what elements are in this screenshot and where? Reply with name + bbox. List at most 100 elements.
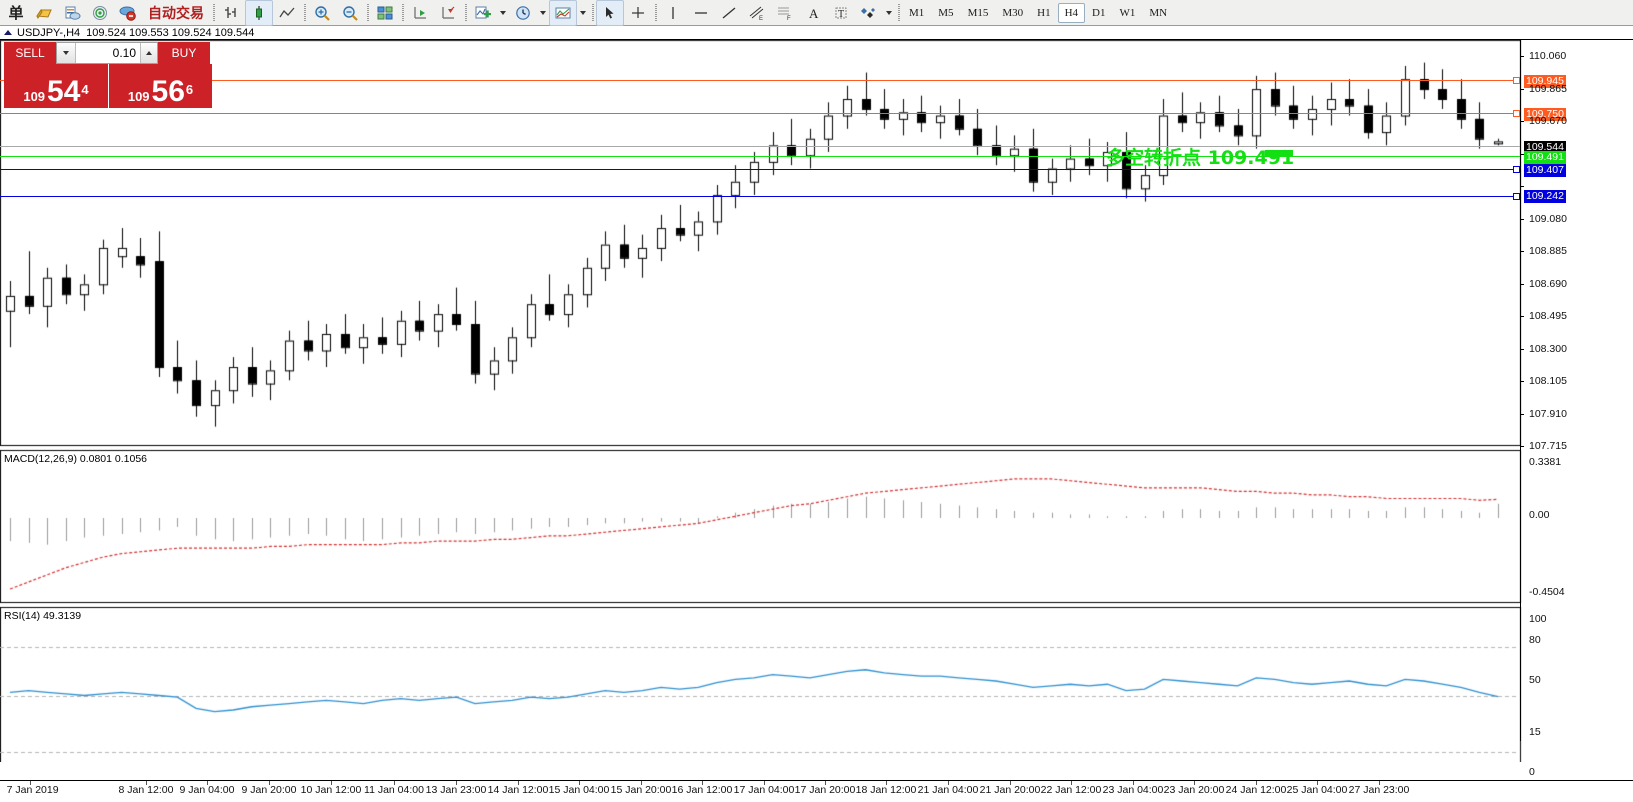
sell-button[interactable]: SELL [4,42,56,64]
tile-windows-icon[interactable] [371,0,399,26]
objects-dropdown-caret[interactable] [886,10,892,15]
zoom-in-icon[interactable] [308,0,336,26]
time-axis-label: 23 Jan 04:00 [1102,784,1164,796]
time-axis-label: 15 Jan 20:00 [610,784,672,796]
subwindow-axis-label: 0 [1529,766,1535,778]
text-label-icon[interactable]: T [827,0,855,26]
sell-price-display[interactable]: 109 54 4 [4,64,108,108]
price-tick [1520,316,1524,317]
rsi-header: RSI(14) 49.3139 [4,610,82,622]
chart-shift-icon[interactable] [434,0,462,26]
new-order-icon[interactable]: 单 [8,4,24,22]
order-line-109945[interactable] [0,80,1520,81]
history-dropdown-caret[interactable] [540,10,546,15]
lot-increment-icon[interactable] [140,43,157,63]
cursor-icon[interactable] [596,0,624,26]
chart-area[interactable]: USDJPY-,H4 109.524 109.553 109.524 109.5… [0,26,1633,796]
time-axis-label: 9 Jan 20:00 [241,784,297,796]
order-handle-109407[interactable] [1513,166,1520,173]
order-line-109242[interactable] [0,196,1520,197]
bar-chart-icon[interactable] [217,0,245,26]
price-tick [1520,251,1524,252]
svg-text:E: E [759,16,763,21]
autotrading-icon[interactable] [114,0,142,26]
crosshair-icon[interactable] [624,0,652,26]
price-axis-separator [1520,40,1521,741]
chart-annotation-text[interactable]: 多空转折点 109.491 [1106,147,1295,169]
trendline-icon[interactable] [715,0,743,26]
templates-dropdown-caret[interactable] [580,10,586,15]
zoom-out-icon[interactable] [336,0,364,26]
time-axis-label: 17 Jan 04:00 [733,784,795,796]
price-axis-label: 108.495 [1529,310,1567,322]
buy-price-display[interactable]: 109 56 6 [108,64,212,108]
subwindow-axis-label: 0.3381 [1529,456,1562,468]
order-handle-109750[interactable] [1513,110,1520,117]
price-axis-label: 107.910 [1529,407,1567,420]
price-tick [1520,186,1524,187]
objects-icon[interactable] [855,0,883,26]
text-icon[interactable]: A [799,0,827,26]
equidistant-channel-icon[interactable]: E [743,0,771,26]
annotation-line-109491[interactable] [0,156,1520,157]
templates-icon[interactable] [549,0,577,26]
indicators-dropdown-caret[interactable] [500,10,506,15]
timeframe-w1[interactable]: W1 [1119,6,1136,19]
time-axis-label: 10 Jan 12:00 [300,784,362,796]
toolbar-separator [895,3,902,23]
lot-size-value[interactable]: 0.10 [76,43,140,63]
gold-bar-icon[interactable] [30,0,58,26]
fibonacci-icon[interactable]: F [771,0,799,26]
timeframe-m30[interactable]: M30 [1002,6,1024,19]
order-handle-109242[interactable] [1513,193,1520,200]
timeframe-h1[interactable]: H1 [1037,6,1051,19]
timeframe-h4[interactable]: H4 [1057,2,1086,23]
price-axis-label: 109.080 [1529,212,1567,225]
signal-icon[interactable] [86,0,114,26]
line-chart-icon[interactable] [273,0,301,26]
one-click-trading-panel[interactable]: SELL 0.10 BUY 109 54 4 109 56 6 [4,42,214,108]
subwindow-axis-label: 100 [1529,613,1547,625]
svg-text:T: T [838,9,844,20]
time-axis-label: 7 Jan 2019 [6,784,59,796]
time-axis-label: 16 Jan 12:00 [671,784,733,796]
timeframe-m5[interactable]: M5 [938,6,954,19]
svg-text:F: F [787,16,791,21]
price-tick [1520,88,1524,90]
price-tag-109407: 109.407 [1524,164,1566,177]
buy-price-fraction: 6 [185,82,194,97]
svg-text:A: A [809,6,819,21]
chart-canvas[interactable] [0,26,1633,762]
price-axis-label: 108.690 [1529,277,1567,290]
main-toolbar: 单 自动交易 [0,0,1633,26]
order-handle-109945[interactable] [1513,77,1520,84]
candlestick-icon[interactable] [245,0,273,26]
toolbar-separator [364,3,371,23]
data-window-icon[interactable] [58,0,86,26]
vertical-line-icon[interactable] [659,0,687,26]
timeframe-m15[interactable]: M15 [967,6,989,19]
lot-dropdown-icon[interactable] [57,43,76,63]
price-tag-109750: 109.750 [1524,108,1566,121]
price-tick [1520,121,1524,122]
lot-size-stepper[interactable]: 0.10 [56,42,158,64]
history-center-icon[interactable] [509,0,537,26]
indicators-icon[interactable] [469,0,497,26]
timeframe-d1[interactable]: D1 [1092,6,1106,19]
price-tick [1520,446,1524,447]
annotation-marker-block[interactable] [1265,150,1293,157]
horizontal-line-icon[interactable] [687,0,715,26]
time-axis-label: 27 Jan 23:00 [1348,784,1410,796]
timeframe-m1[interactable]: M1 [909,6,925,19]
order-line-109407[interactable] [0,169,1520,170]
subwindow-axis-label: 50 [1529,674,1541,686]
order-line-109750[interactable] [0,113,1520,114]
buy-button[interactable]: BUY [158,42,210,64]
price-axis-label: 109.865 [1529,82,1567,95]
time-axis-label: 9 Jan 04:00 [179,784,235,796]
time-axis-label: 15 Jan 04:00 [548,784,610,796]
autotrading-label[interactable]: 自动交易 [148,5,204,22]
auto-scroll-icon[interactable] [406,0,434,26]
price-tick [1520,153,1524,155]
timeframe-mn[interactable]: MN [1149,6,1168,19]
